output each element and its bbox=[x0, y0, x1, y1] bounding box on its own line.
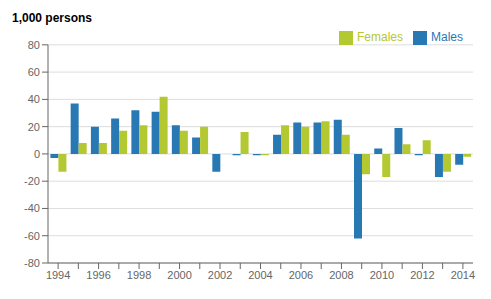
html-text:Females: Females bbox=[357, 30, 403, 44]
svg-text:40: 40 bbox=[28, 93, 40, 105]
svg-text:-80: -80 bbox=[24, 257, 40, 269]
html-text:1,000 persons: 1,000 persons bbox=[12, 11, 92, 25]
svg-text:2010: 2010 bbox=[370, 269, 394, 281]
svg-text:1996: 1996 bbox=[86, 269, 110, 281]
svg-text:20: 20 bbox=[28, 121, 40, 133]
svg-text:2002: 2002 bbox=[208, 269, 232, 281]
svg-text:-60: -60 bbox=[24, 230, 40, 242]
svg-text:0: 0 bbox=[34, 148, 40, 160]
svg-text:2006: 2006 bbox=[289, 269, 313, 281]
svg-text:2014: 2014 bbox=[451, 269, 475, 281]
svg-text:2004: 2004 bbox=[248, 269, 272, 281]
svg-text:1994: 1994 bbox=[46, 269, 70, 281]
svg-text:2012: 2012 bbox=[410, 269, 434, 281]
svg-text:-20: -20 bbox=[24, 175, 40, 187]
svg-text:80: 80 bbox=[28, 39, 40, 51]
svg-text:2000: 2000 bbox=[167, 269, 191, 281]
svg-text:2008: 2008 bbox=[329, 269, 353, 281]
svg-text:1998: 1998 bbox=[127, 269, 151, 281]
svg-text:-40: -40 bbox=[24, 202, 40, 214]
html-text:Males: Males bbox=[431, 30, 463, 44]
svg-text:60: 60 bbox=[28, 66, 40, 78]
